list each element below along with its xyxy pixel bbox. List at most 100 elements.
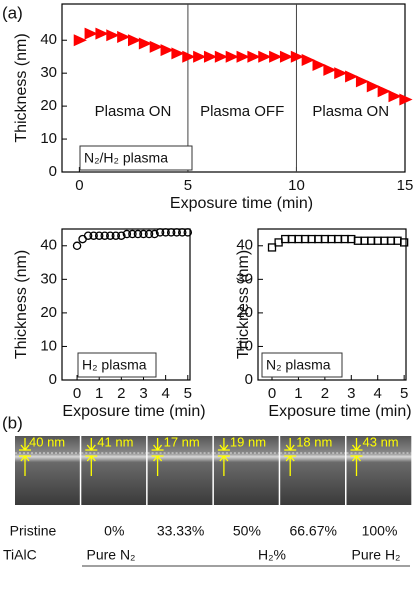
- thickness-label: 19 nm: [230, 434, 266, 449]
- composition-label: 66.67%: [289, 523, 336, 539]
- x-tick-label: 5: [184, 177, 192, 194]
- composition-label: 100%: [362, 523, 398, 539]
- marker: [357, 76, 368, 86]
- marker: [74, 35, 85, 45]
- annotation: Plasma ON: [95, 103, 172, 120]
- marker: [302, 55, 313, 65]
- scale-label: Pure N₂: [86, 547, 135, 563]
- y-tick-label: 0: [49, 163, 57, 180]
- marker: [73, 242, 80, 249]
- marker: [401, 239, 408, 246]
- marker: [215, 52, 226, 62]
- marker: [85, 29, 96, 39]
- x-tick-label: 3: [139, 385, 147, 402]
- x-tick-label: 1: [294, 385, 302, 402]
- marker: [341, 236, 348, 243]
- scale-label: Pure H₂: [351, 547, 400, 563]
- x-tick-label: 0: [268, 385, 276, 402]
- x-tick-label: 1: [95, 385, 103, 402]
- marker: [281, 52, 292, 62]
- marker: [172, 48, 183, 58]
- figure: (a) (b) 010203040051015Exposure time (mi…: [0, 0, 414, 592]
- marker: [161, 45, 172, 55]
- marker: [335, 68, 346, 78]
- marker: [308, 236, 315, 243]
- marker: [389, 91, 400, 101]
- marker: [107, 30, 118, 40]
- y-tick-label: 10: [40, 130, 57, 147]
- y-tick-label: 20: [40, 97, 57, 114]
- x-tick-label: 3: [347, 385, 355, 402]
- y-tick-label: 30: [40, 64, 57, 81]
- material-label: TiAlC: [3, 547, 37, 563]
- scale-label: H₂%: [258, 547, 286, 563]
- marker: [335, 236, 342, 243]
- marker: [259, 52, 270, 62]
- marker: [368, 237, 375, 244]
- annotation: Plasma OFF: [200, 103, 284, 120]
- thickness-label: 41 nm: [97, 434, 133, 449]
- x-tick-label: 4: [161, 385, 169, 402]
- x-tick-label: 2: [117, 385, 125, 402]
- marker: [226, 52, 237, 62]
- thickness-label: 17 nm: [164, 434, 200, 449]
- marker: [346, 71, 357, 81]
- x-axis-label: Exposure time (min): [170, 195, 313, 212]
- marker: [315, 236, 322, 243]
- marker: [288, 236, 295, 243]
- marker: [348, 236, 355, 243]
- x-axis-label: Exposure time (min): [268, 403, 411, 420]
- y-tick-label: 30: [40, 270, 57, 287]
- marker: [378, 86, 389, 96]
- y-tick-label: 40: [40, 31, 57, 48]
- y-axis-label: Thickness (nm): [13, 250, 30, 359]
- marker: [374, 237, 381, 244]
- x-tick-label: 0: [75, 177, 83, 194]
- legend-text: H₂ plasma: [82, 357, 147, 373]
- marker: [328, 236, 335, 243]
- panel-label: (a): [2, 3, 23, 22]
- composition-label: Pristine: [10, 523, 57, 539]
- marker: [139, 39, 150, 49]
- marker: [367, 81, 378, 91]
- marker: [381, 237, 388, 244]
- x-tick-label: 4: [374, 385, 382, 402]
- marker: [150, 42, 161, 52]
- legend-text: N₂ plasma: [266, 357, 331, 373]
- marker: [269, 244, 276, 251]
- annotation: Plasma ON: [312, 103, 389, 120]
- y-axis-label: Thickness (nm): [235, 250, 252, 359]
- marker: [394, 237, 401, 244]
- marker: [270, 52, 281, 62]
- composition-label: 0%: [104, 523, 124, 539]
- composition-label: 50%: [233, 523, 261, 539]
- marker: [129, 35, 140, 45]
- x-axis-label: Exposure time (min): [62, 403, 205, 420]
- y-tick-label: 0: [245, 371, 253, 388]
- marker: [194, 52, 205, 62]
- marker: [118, 32, 129, 42]
- thickness-label: 40 nm: [29, 434, 65, 449]
- y-tick-label: 40: [40, 237, 57, 254]
- marker: [205, 52, 216, 62]
- marker: [237, 52, 248, 62]
- thickness-label: 43 nm: [363, 434, 399, 449]
- marker: [302, 236, 309, 243]
- x-tick-label: 15: [397, 177, 414, 194]
- marker: [387, 237, 394, 244]
- marker: [275, 239, 282, 246]
- y-tick-label: 10: [40, 337, 57, 354]
- marker: [295, 236, 302, 243]
- thickness-label: 18 nm: [296, 434, 332, 449]
- marker: [354, 237, 361, 244]
- x-tick-label: 10: [288, 177, 305, 194]
- x-tick-label: 5: [184, 385, 192, 402]
- composition-label: 33.33%: [157, 523, 204, 539]
- marker: [96, 29, 107, 39]
- x-tick-label: 0: [73, 385, 81, 402]
- marker: [248, 52, 259, 62]
- marker: [361, 237, 368, 244]
- x-tick-label: 5: [400, 385, 408, 402]
- legend-text: N₂/H₂ plasma: [84, 150, 168, 166]
- y-tick-label: 0: [49, 371, 57, 388]
